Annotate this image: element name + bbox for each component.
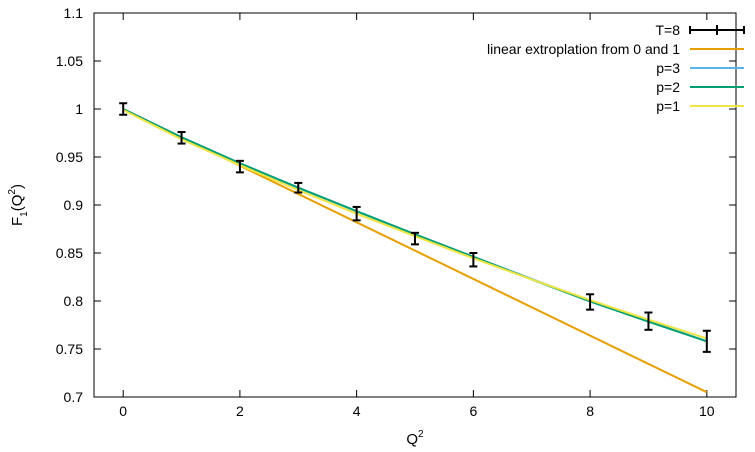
legend-label: p=2 <box>656 79 680 95</box>
x-tick-label: 6 <box>469 403 477 419</box>
y-tick-label: 1.1 <box>64 5 84 21</box>
legend-label: linear extroplation from 0 and 1 <box>487 41 680 57</box>
tick-labels: 0 2 4 6 8 10 0.7 0.75 0.8 0.85 0.9 0.95 1 1.05 1.1 <box>56 5 715 419</box>
error-bar-point <box>411 231 419 246</box>
series-layer <box>119 102 711 394</box>
x-axis-title: Q2 <box>406 429 424 448</box>
error-bar-point <box>235 159 244 174</box>
legend-entry: T=8 <box>655 22 745 38</box>
error-bar-point <box>644 311 653 331</box>
legend: T=8 linear extroplation from 0 and 1 p=3 p=… <box>487 22 745 114</box>
y-tick-label: 0.7 <box>64 389 84 405</box>
legend-label: p=1 <box>656 98 680 114</box>
y-tick-label: 0.9 <box>64 197 84 213</box>
y-tick-label: 0.85 <box>56 245 83 261</box>
legend-entry: p=2 <box>656 79 744 95</box>
y-tick-label: 1 <box>75 101 83 117</box>
y-tick-label: 1.05 <box>56 53 83 69</box>
legend-label: p=3 <box>656 60 680 76</box>
error-bar-point <box>352 205 361 222</box>
legend-entry: p=1 <box>656 98 744 114</box>
y-tick-label: 0.95 <box>56 149 83 165</box>
legend-label: T=8 <box>655 22 680 38</box>
error-bar-point <box>294 181 303 194</box>
x-tick-label: 2 <box>236 403 244 419</box>
error-bar-point <box>119 102 128 116</box>
y-axis-title: F1(Q2) <box>7 184 30 226</box>
y-tick-label: 0.8 <box>64 293 84 309</box>
x-tick-label: 8 <box>586 403 594 419</box>
legend-entry: p=3 <box>656 60 744 76</box>
error-bar-point <box>586 293 595 311</box>
error-bar-point <box>702 329 711 353</box>
error-bar-point <box>177 131 186 145</box>
y-tick-label: 0.75 <box>56 341 83 357</box>
error-bar-point <box>469 252 478 268</box>
series-line <box>122 108 708 343</box>
x-tick-label: 10 <box>699 403 715 419</box>
x-tick-label: 0 <box>119 403 127 419</box>
axis-ticks <box>94 12 736 398</box>
series-line <box>122 109 708 340</box>
series-line <box>122 108 708 343</box>
plot-frame <box>93 12 737 398</box>
x-tick-label: 4 <box>353 403 361 419</box>
legend-entry: linear extroplation from 0 and 1 <box>487 41 744 57</box>
